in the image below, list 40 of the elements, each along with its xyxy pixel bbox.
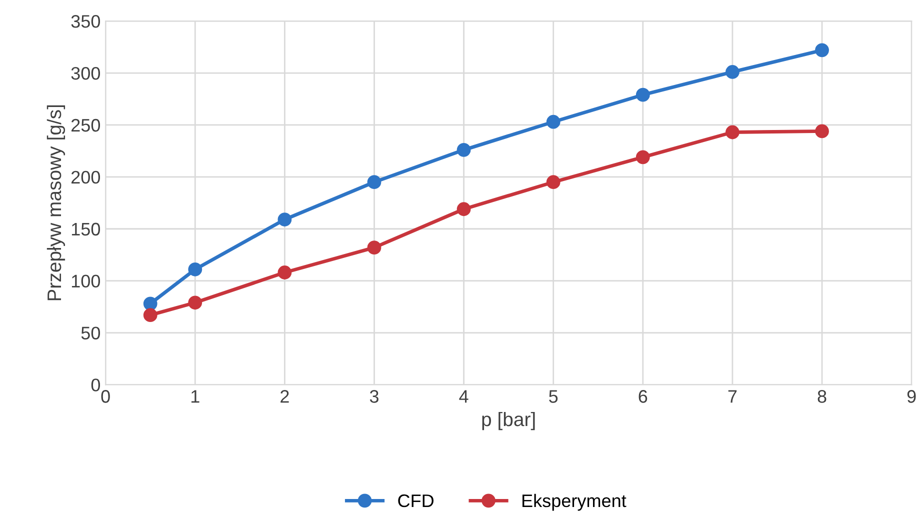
y-tick-label: 50 (81, 326, 100, 340)
point (636, 150, 650, 164)
y-tick-label: 250 (71, 118, 100, 132)
legend-label: CFD (398, 494, 434, 508)
point (456, 202, 471, 216)
point (546, 175, 560, 190)
point (367, 240, 382, 255)
x-tick-label: 7 (728, 390, 737, 403)
legend-label: Eksperyment (522, 494, 626, 511)
point (636, 88, 650, 102)
point (188, 262, 202, 276)
point (815, 43, 829, 58)
y-tick-label: 150 (72, 222, 100, 236)
point (815, 124, 829, 138)
point (726, 125, 740, 140)
x-tick-label: 6 (638, 390, 648, 403)
y-tick-label: 0 (91, 378, 100, 392)
x-tick-label: 9 (907, 390, 916, 403)
point (726, 65, 740, 79)
point (278, 212, 292, 226)
point (188, 296, 202, 310)
x-tick-label: 1 (191, 390, 200, 403)
x-axis-title: p [bar] (482, 412, 535, 430)
y-tick-label: 300 (71, 66, 100, 80)
y-tick-label: 350 (71, 15, 100, 28)
x-tick-label: 3 (370, 390, 378, 403)
y-tick-label: 100 (72, 274, 100, 288)
x-tick-label: 2 (280, 390, 289, 403)
point (278, 266, 292, 280)
x-tick-label: 5 (549, 390, 558, 403)
point (367, 175, 382, 190)
y-axis-title: Przepływ masowy [g/s] (46, 105, 66, 300)
point (143, 308, 158, 322)
y-tick-label: 200 (71, 170, 100, 184)
x-tick-label: 4 (459, 390, 468, 403)
x-tick-label: 8 (818, 390, 826, 403)
point (143, 296, 158, 311)
x-tick-label: 0 (101, 390, 110, 403)
point (546, 114, 560, 129)
point (456, 142, 471, 157)
